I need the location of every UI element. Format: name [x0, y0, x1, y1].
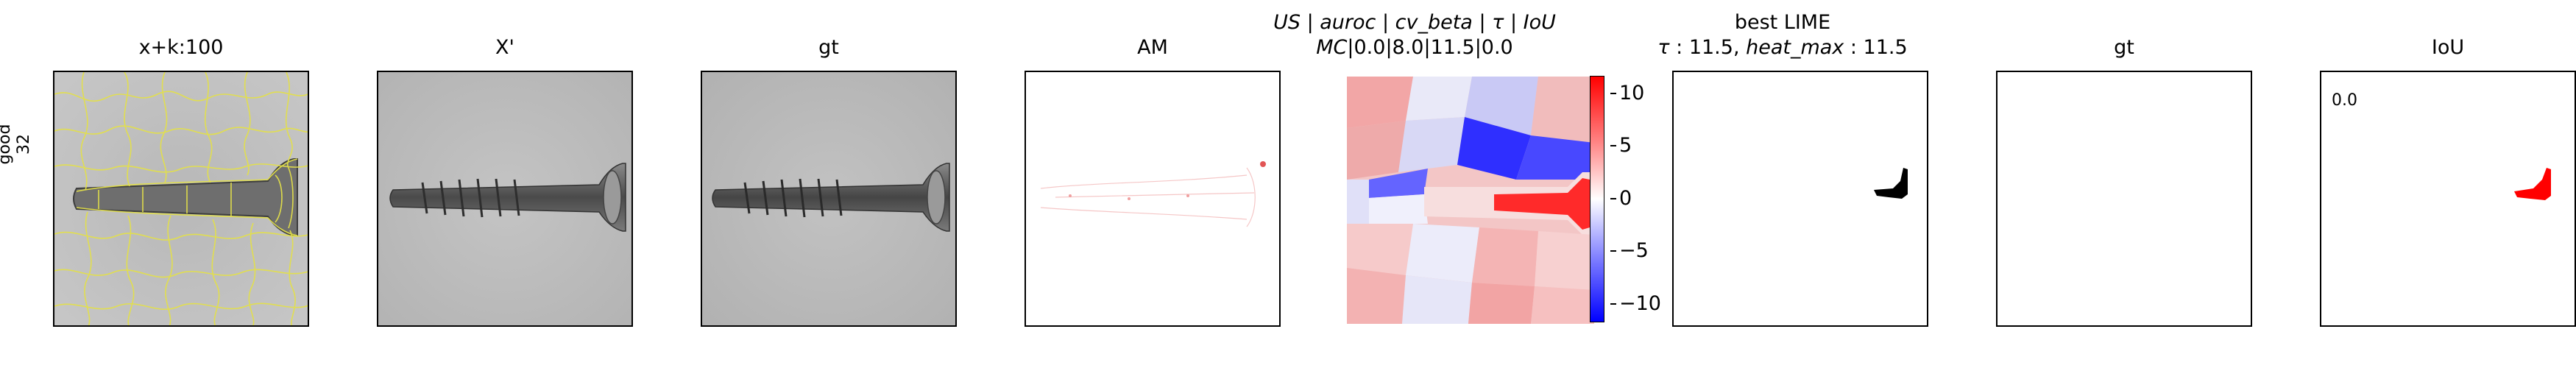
lime-title-line1: best LIME: [1734, 11, 1831, 34]
gt-image-graphic: [702, 72, 955, 325]
lime-mask-region: [1874, 168, 1908, 199]
iou-value: 0.0: [2332, 91, 2357, 110]
row-label-class: good: [0, 124, 14, 165]
panel-title-gt-2: gt: [2114, 36, 2134, 59]
heatmap-regions: [1347, 77, 1594, 324]
input-image-with-superpixels: [53, 71, 309, 327]
panel-title-metrics: US | auroc | cv_beta | τ | IoU MC|0.0|8.…: [1267, 10, 1562, 60]
faint-anomaly-traces: [1040, 167, 1256, 227]
best-lime-mask: [1672, 71, 1928, 327]
lime-superpixel-heatmap: [1347, 77, 1594, 324]
ground-truth-mask-2: [1996, 71, 2252, 327]
screw-shape: [73, 158, 298, 236]
am-hotspot: [1260, 161, 1266, 167]
screw-shape: [389, 163, 626, 232]
heatmap-graphic: [1347, 77, 1594, 324]
metrics-title-line2: MC|0.0|8.0|11.5|0.0: [1316, 36, 1513, 59]
colorbar-tick-minus5: −5: [1610, 239, 1649, 262]
metrics-title-line1: US | auroc | cv_beta | τ | IoU: [1273, 11, 1556, 34]
lime-title-line2: τ : 11.5, heat_max : 11.5: [1657, 36, 1908, 59]
lime-mask-graphic: [1674, 72, 1927, 325]
superpixel-contours: [54, 72, 308, 325]
iou-panel: 0.0: [2320, 71, 2576, 327]
colorbar: [1590, 76, 1604, 322]
row-label: good 32: [0, 107, 34, 181]
row-label-index: 32: [15, 134, 33, 155]
screw-shape: [712, 163, 950, 232]
iou-mask-graphic: [2514, 168, 2551, 200]
panel-title-am: AM: [1137, 36, 1168, 59]
panel-title-best-lime: best LIME τ : 11.5, heat_max : 11.5: [1635, 10, 1930, 60]
gt-mask-graphic: [1998, 72, 2251, 325]
colorbar-tick-10: 10: [1610, 82, 1645, 105]
panel-title-input: x+k:100: [138, 36, 224, 59]
anomaly-map-graphic: [1026, 72, 1279, 325]
anomaly-map: [1025, 71, 1281, 327]
colorbar-tick-minus10: −10: [1610, 292, 1661, 315]
colorbar-tick-0: 0: [1610, 187, 1632, 210]
panel-title-iou: IoU: [2431, 36, 2465, 59]
ground-truth-image-1: [701, 71, 957, 327]
reconstruction-image: [377, 71, 633, 327]
iou-mask-region: [2514, 168, 2551, 200]
panel-title-reconstruction: X': [495, 36, 514, 59]
input-image-graphic: [54, 72, 308, 325]
panel-title-gt-1: gt: [818, 36, 839, 59]
reconstruction-graphic: [378, 72, 631, 325]
colorbar-tick-5: 5: [1610, 134, 1632, 157]
